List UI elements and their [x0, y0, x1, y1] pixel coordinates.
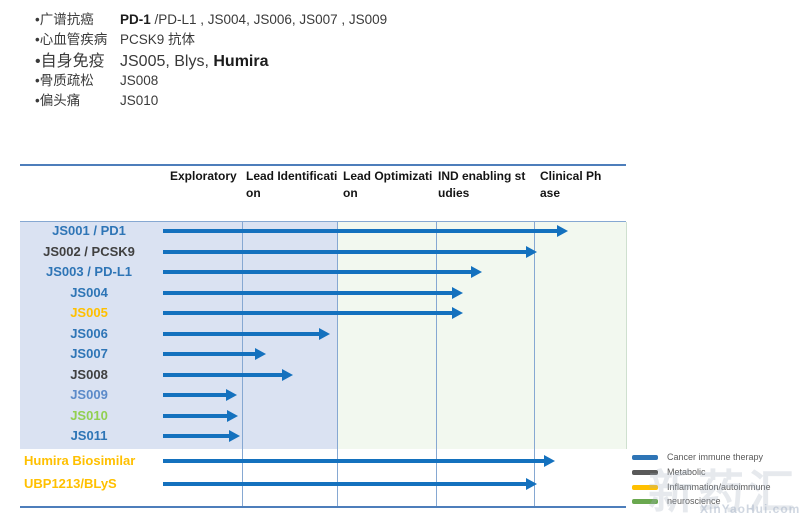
pipeline-arrow [163, 246, 537, 258]
pipeline-arrow [163, 225, 568, 237]
stage-gridline [337, 221, 338, 506]
bullet-value: JS008 [120, 73, 158, 88]
pipeline-arrow [163, 348, 266, 360]
stage-header: IND enabling studies [438, 169, 526, 201]
bullet-value-segment: /PD-L1 , JS004, JS006, JS007 , JS009 [154, 12, 388, 27]
bullet-value-segment: PD-1 [120, 12, 155, 27]
row-label: JS009 [70, 387, 108, 402]
row-label: JS002 / PCSK9 [43, 244, 135, 259]
bullet-value-segment: Humira [213, 53, 269, 70]
stage-gridline [436, 221, 437, 506]
stage-header: Lead Optimization [343, 169, 433, 201]
bullet-value-segment: JS010 [120, 92, 159, 108]
arrow-head [229, 430, 240, 442]
row-label: JS006 [70, 326, 108, 341]
pipeline-arrow [163, 389, 237, 401]
bullet-value-segment: JS008 [120, 73, 159, 88]
row-label: JS008 [70, 367, 108, 382]
legend-item: Metabolic [632, 467, 706, 477]
bullet-line: •心血管疾病 PCSK9 抗体 [35, 28, 465, 48]
legend-item: Cancer immune therapy [632, 452, 763, 462]
summary-bullets: •广谱抗癌 PD-1 /PD-L1 , JS004, JS006, JS007 ,… [35, 8, 465, 108]
legend-label: Inflammation/autoimmune [667, 482, 771, 492]
legend-swatch [632, 454, 658, 460]
bullet-line: •自身免疫 JS005, Blys, Humira [35, 47, 465, 70]
bullet-term: •自身免疫 [35, 53, 105, 70]
arrow-head [544, 455, 555, 467]
chart-top-border [20, 164, 626, 166]
bullet-term: •骨质疏松 [35, 73, 94, 88]
development-region [338, 222, 627, 449]
row-label: JS003 / PD-L1 [46, 264, 132, 279]
arrow-head [226, 389, 237, 401]
pipeline-arrow [163, 369, 293, 381]
pipeline-arrow [163, 328, 330, 340]
row-label: JS007 [70, 346, 108, 361]
bullet-value: PCSK9 抗体 [120, 32, 195, 47]
row-label: JS004 [70, 285, 108, 300]
bullet-term: •偏头痛 [35, 92, 81, 108]
legend-label: Cancer immune therapy [667, 452, 764, 462]
legend-item: Inflammation/autoimmune [632, 482, 771, 492]
row-label: JS011 [70, 428, 108, 443]
bullet-term: •广谱抗癌 [35, 12, 94, 27]
arrow-head [471, 266, 482, 278]
stage-header: Clinical Phase [540, 169, 602, 201]
stage-gridline [242, 221, 243, 506]
pipeline-arrow [163, 307, 463, 319]
stage-header: Lead Identification [246, 169, 338, 201]
pipeline-arrow [163, 430, 240, 442]
bullet-value-segment: JS005, Blys, [120, 53, 214, 70]
legend-label: neuroscience [667, 496, 721, 506]
row-label: JS005 [70, 305, 108, 320]
bullet-line: •广谱抗癌 PD-1 /PD-L1 , JS004, JS006, JS007 ,… [35, 8, 465, 28]
arrow-head [526, 478, 537, 490]
stage-header: Exploratory [170, 169, 237, 183]
stage-gridline [534, 221, 535, 506]
arrow-head [255, 348, 266, 360]
legend-swatch [632, 469, 658, 475]
pipeline-arrow [163, 410, 238, 422]
bullet-line: •偏头痛 JS010 [35, 89, 465, 109]
row-label: Humira Biosimilar [24, 453, 136, 468]
row-label: JS010 [70, 408, 108, 423]
chart-bottom-border [20, 506, 626, 508]
bullet-term: •心血管疾病 [35, 31, 108, 47]
arrow-head [452, 287, 463, 299]
bullet-value: PD-1 /PD-L1 , JS004, JS006, JS007 , JS00… [120, 12, 387, 27]
arrow-head [319, 328, 330, 340]
arrow-head [227, 410, 238, 422]
arrow-head [282, 369, 293, 381]
pipeline-arrow [163, 478, 537, 490]
arrow-head [526, 246, 537, 258]
pipeline-arrow [163, 287, 463, 299]
legend-swatch [632, 498, 658, 504]
legend-label: Metabolic [667, 467, 706, 477]
bullet-value: JS005, Blys, Humira [120, 53, 269, 70]
bullet-value: JS010 [120, 93, 158, 108]
pipeline-arrow [163, 455, 555, 467]
row-label: JS001 / PD1 [52, 223, 126, 238]
arrow-head [452, 307, 463, 319]
arrow-head [557, 225, 568, 237]
pipeline-arrow [163, 266, 482, 278]
bullet-value-segment: PCSK9 抗体 [120, 31, 196, 47]
header-separator-line [20, 221, 626, 222]
legend-swatch [632, 484, 658, 490]
legend-item: neuroscience [632, 496, 721, 506]
bullet-line: •骨质疏松 JS008 [35, 69, 465, 89]
row-label: UBP1213/BLyS [24, 476, 117, 491]
